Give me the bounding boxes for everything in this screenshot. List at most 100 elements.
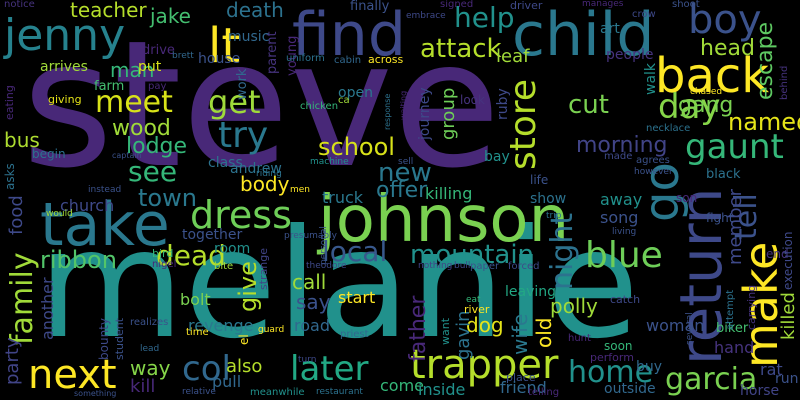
cloud-word: cut [568, 90, 609, 120]
cloud-word: walk [643, 62, 659, 95]
cloud-word: chicken [300, 101, 339, 112]
cloud-word: priest [340, 329, 369, 340]
cloud-word: turn [298, 355, 317, 365]
cloud-word: something [74, 389, 117, 398]
cloud-word: killed [778, 292, 799, 340]
cloud-word: member [725, 188, 746, 265]
cloud-word: next [28, 352, 117, 398]
cloud-word: machine [310, 157, 349, 167]
cloud-word: farm [94, 79, 125, 94]
cloud-word: personal [319, 226, 329, 265]
cloud-word: captain [112, 151, 142, 160]
cloud-word: another [38, 277, 57, 340]
cloud-word: journey [417, 87, 433, 140]
cloud-word: soon [604, 339, 633, 353]
cloud-word: boy [688, 0, 762, 43]
cloud-word: body [240, 172, 290, 196]
cloud-word: show [530, 191, 567, 207]
cloud-word: steve [22, 4, 501, 207]
cloud-word: necklace [646, 123, 691, 134]
cloud-word: uniform [286, 53, 325, 64]
cloud-word: shoot [672, 0, 700, 10]
cloud-word: garcia [665, 362, 758, 397]
cloud-word: come [380, 376, 425, 395]
cloud-word: road [294, 316, 330, 335]
cloud-word: take [40, 190, 170, 260]
cloud-word: andrew [230, 161, 282, 177]
cloud-word: melanie [38, 198, 640, 372]
cloud-word: strange [257, 247, 270, 290]
cloud-word: cabin [334, 55, 362, 66]
cloud-word: call [292, 270, 327, 294]
cloud-word: catch [610, 293, 641, 306]
cloud-word: telling [528, 387, 560, 398]
cloud-word: dead [156, 239, 226, 272]
cloud-word: forced [508, 261, 540, 272]
cloud-word: river [464, 303, 490, 316]
cloud-word: behind [779, 65, 790, 100]
cloud-word: woman [646, 316, 705, 335]
cloud-word: local [322, 235, 388, 268]
cloud-word: realizes [130, 317, 169, 328]
cloud-word: jake [150, 4, 191, 28]
cloud-word: lead [140, 344, 160, 354]
cloud-word: restaurant [316, 387, 363, 397]
cloud-word: named [728, 108, 800, 136]
cloud-word: want [439, 317, 452, 345]
cloud-word: leaving [505, 284, 557, 300]
cloud-word: col [182, 349, 231, 389]
cloud-word: room [214, 241, 251, 257]
cloud-word: hunt [568, 333, 591, 344]
cloud-word: house [198, 51, 241, 67]
cloud-word: would [46, 209, 73, 219]
cloud-word: made [604, 151, 633, 162]
cloud-word: father [406, 295, 431, 362]
cloud-word: buy [636, 359, 663, 375]
cloud-word: arrives [40, 59, 88, 75]
cloud-word: dress [190, 193, 292, 237]
cloud-word: home [568, 355, 654, 390]
cloud-word: truck [322, 188, 364, 207]
cloud-word: morning [576, 133, 668, 158]
cloud-word: bolt [180, 290, 211, 309]
cloud-word: drive [142, 43, 175, 58]
cloud-word: across [368, 53, 404, 66]
cloud-word: several [685, 312, 695, 345]
cloud-word: living [612, 227, 637, 237]
cloud-word: asks [3, 163, 17, 190]
cloud-word: bounty [97, 318, 111, 360]
cloud-word: town [138, 184, 197, 212]
cloud-word: music [228, 29, 270, 45]
cloud-word: sell [398, 157, 414, 167]
cloud-word: begin [32, 147, 66, 161]
cloud-word: old [532, 317, 556, 349]
cloud-word: family [5, 252, 40, 345]
cloud-word: store [503, 78, 544, 170]
cloud-word: escape [753, 21, 778, 100]
cloud-word: brett [172, 51, 194, 61]
cloud-word: bus [4, 128, 40, 152]
cloud-word: theodore [306, 261, 347, 271]
cloud-word: instead [88, 185, 122, 195]
cloud-word: revenge [188, 316, 254, 335]
cloud-word: look [460, 93, 485, 107]
cloud-word: open [338, 85, 373, 101]
cloud-word: student [113, 317, 126, 360]
cloud-word: finally [350, 0, 390, 14]
cloud-word: wife [508, 313, 532, 355]
cloud-word: ca [338, 95, 350, 106]
cloud-word: meanwhile [250, 387, 305, 398]
cloud-word: pull [212, 372, 242, 391]
cloud-word: horse [740, 383, 780, 399]
cloud-word: embrace [406, 11, 446, 21]
cloud-word: presumably [284, 231, 337, 241]
cloud-word: kill [130, 376, 156, 397]
cloud-word: meet [95, 85, 173, 120]
cloud-word: night [545, 212, 580, 290]
cloud-word: guard [258, 325, 285, 335]
cloud-word: party [2, 337, 23, 385]
cloud-word: son [676, 191, 698, 205]
cloud-word: inside [418, 380, 466, 399]
cloud-word: death [226, 0, 284, 22]
